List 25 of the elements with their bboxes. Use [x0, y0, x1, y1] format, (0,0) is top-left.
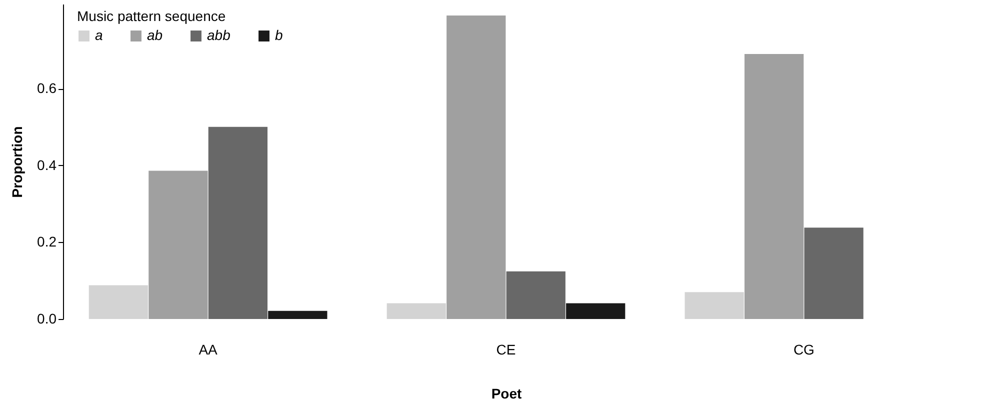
legend-label: a — [95, 27, 103, 43]
y-tick-label: 0.2 — [37, 234, 57, 250]
bar — [148, 170, 208, 319]
bar — [386, 303, 446, 319]
bar — [208, 126, 268, 319]
bar — [506, 271, 566, 319]
bar — [744, 54, 804, 319]
bar — [88, 285, 148, 319]
x-axis-title: Poet — [491, 386, 522, 402]
bar — [804, 228, 864, 319]
legend-label: ab — [147, 27, 163, 43]
legend-label: b — [275, 27, 283, 43]
y-tick-label: 0.0 — [37, 310, 57, 326]
y-tick-label: 0.6 — [37, 80, 57, 96]
bar — [446, 16, 506, 319]
x-tick-label: AA — [198, 342, 218, 358]
x-tick-label: CG — [793, 342, 814, 358]
legend-label: abb — [207, 27, 231, 43]
y-axis-title: Proportion — [9, 126, 26, 198]
bar — [566, 303, 626, 319]
legend-title: Music pattern sequence — [77, 8, 226, 24]
bar — [684, 292, 744, 319]
bar — [268, 310, 328, 319]
x-tick-label: CE — [496, 342, 516, 358]
y-tick-label: 0.4 — [37, 156, 57, 173]
